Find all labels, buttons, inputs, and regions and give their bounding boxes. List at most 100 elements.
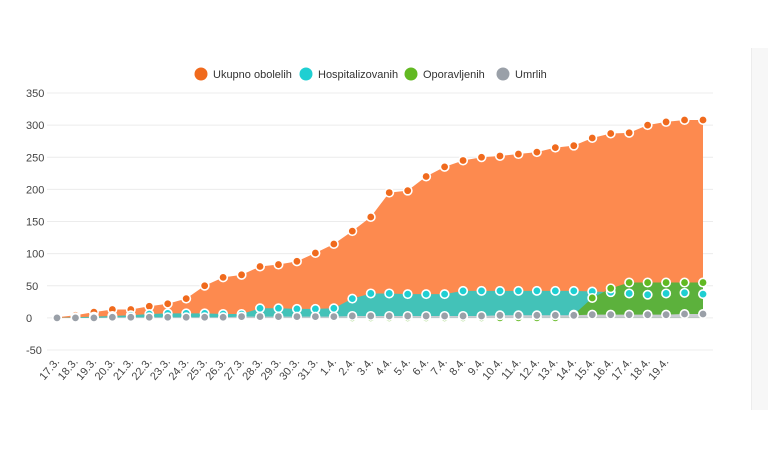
- data-point[interactable]: [402, 289, 413, 300]
- data-point[interactable]: [494, 310, 505, 321]
- y-tick-label: 350: [26, 88, 44, 100]
- data-point[interactable]: [513, 149, 524, 160]
- data-point[interactable]: [181, 312, 192, 323]
- data-point[interactable]: [347, 293, 358, 304]
- data-point[interactable]: [125, 312, 136, 323]
- data-point[interactable]: [107, 312, 118, 323]
- data-point[interactable]: [624, 309, 635, 320]
- data-point[interactable]: [439, 161, 450, 172]
- data-point[interactable]: [642, 120, 653, 131]
- data-point[interactable]: [458, 285, 469, 296]
- data-point[interactable]: [328, 238, 339, 249]
- data-point[interactable]: [255, 303, 266, 314]
- data-point[interactable]: [439, 310, 450, 321]
- data-point[interactable]: [679, 277, 690, 288]
- data-point[interactable]: [513, 310, 524, 321]
- data-point[interactable]: [365, 310, 376, 321]
- data-point[interactable]: [550, 310, 561, 321]
- data-point[interactable]: [384, 310, 395, 321]
- data-point[interactable]: [236, 311, 247, 322]
- data-point[interactable]: [605, 128, 616, 139]
- legend-item[interactable]: Umrlih: [496, 67, 547, 82]
- data-point[interactable]: [291, 311, 302, 322]
- data-point[interactable]: [458, 155, 469, 166]
- data-point[interactable]: [661, 309, 672, 320]
- data-point[interactable]: [494, 285, 505, 296]
- data-point[interactable]: [624, 127, 635, 138]
- data-point[interactable]: [384, 187, 395, 198]
- data-point[interactable]: [236, 269, 247, 280]
- data-point[interactable]: [661, 288, 672, 299]
- data-point[interactable]: [328, 311, 339, 322]
- data-point[interactable]: [642, 289, 653, 300]
- data-point[interactable]: [513, 285, 524, 296]
- data-point[interactable]: [624, 288, 635, 299]
- data-point[interactable]: [697, 289, 708, 300]
- legend-item[interactable]: Oporavljenih: [404, 67, 485, 82]
- data-point[interactable]: [624, 277, 635, 288]
- data-point[interactable]: [273, 311, 284, 322]
- data-point[interactable]: [605, 309, 616, 320]
- data-point[interactable]: [679, 114, 690, 125]
- data-point[interactable]: [291, 256, 302, 267]
- data-point[interactable]: [531, 310, 542, 321]
- data-point[interactable]: [697, 309, 708, 320]
- data-point[interactable]: [310, 247, 321, 258]
- data-point[interactable]: [476, 285, 487, 296]
- data-point[interactable]: [199, 312, 210, 323]
- data-point[interactable]: [661, 277, 672, 288]
- data-point[interactable]: [550, 142, 561, 153]
- data-point[interactable]: [661, 116, 672, 127]
- data-point[interactable]: [679, 287, 690, 298]
- data-point[interactable]: [365, 212, 376, 223]
- legend-item[interactable]: Hospitalizovanih: [299, 67, 399, 82]
- data-point[interactable]: [587, 292, 598, 303]
- data-point[interactable]: [402, 185, 413, 196]
- data-point[interactable]: [347, 310, 358, 321]
- data-point[interactable]: [70, 312, 81, 323]
- data-point[interactable]: [458, 310, 469, 321]
- data-point[interactable]: [273, 303, 284, 314]
- data-point[interactable]: [568, 285, 579, 296]
- data-point[interactable]: [199, 280, 210, 291]
- data-point[interactable]: [218, 272, 229, 283]
- data-point[interactable]: [587, 132, 598, 143]
- data-point[interactable]: [568, 140, 579, 151]
- data-point[interactable]: [162, 312, 173, 323]
- data-point[interactable]: [642, 309, 653, 320]
- data-point[interactable]: [439, 289, 450, 300]
- data-point[interactable]: [162, 298, 173, 309]
- data-point[interactable]: [476, 152, 487, 163]
- data-point[interactable]: [328, 303, 339, 314]
- data-point[interactable]: [421, 289, 432, 300]
- data-point[interactable]: [310, 311, 321, 322]
- data-point[interactable]: [402, 310, 413, 321]
- data-point[interactable]: [421, 310, 432, 321]
- data-point[interactable]: [587, 309, 598, 320]
- data-point[interactable]: [605, 283, 616, 294]
- data-point[interactable]: [568, 310, 579, 321]
- data-point[interactable]: [365, 288, 376, 299]
- data-point[interactable]: [255, 261, 266, 272]
- data-point[interactable]: [550, 285, 561, 296]
- data-point[interactable]: [531, 147, 542, 158]
- data-point[interactable]: [697, 114, 708, 125]
- data-point[interactable]: [218, 312, 229, 323]
- data-point[interactable]: [347, 226, 358, 237]
- data-point[interactable]: [679, 309, 690, 320]
- data-point[interactable]: [384, 288, 395, 299]
- data-point[interactable]: [255, 311, 266, 322]
- legend: Ukupno obolelih Hospitalizovanih Oporavlje…: [194, 67, 547, 82]
- data-point[interactable]: [642, 277, 653, 288]
- data-point[interactable]: [181, 293, 192, 304]
- data-point[interactable]: [144, 312, 155, 323]
- data-point[interactable]: [531, 285, 542, 296]
- data-point[interactable]: [273, 259, 284, 270]
- data-point[interactable]: [421, 171, 432, 182]
- data-point[interactable]: [88, 312, 99, 323]
- data-point[interactable]: [476, 310, 487, 321]
- data-point[interactable]: [51, 312, 62, 323]
- data-point[interactable]: [697, 277, 708, 288]
- data-point[interactable]: [494, 150, 505, 161]
- legend-item[interactable]: Ukupno obolelih: [194, 67, 292, 82]
